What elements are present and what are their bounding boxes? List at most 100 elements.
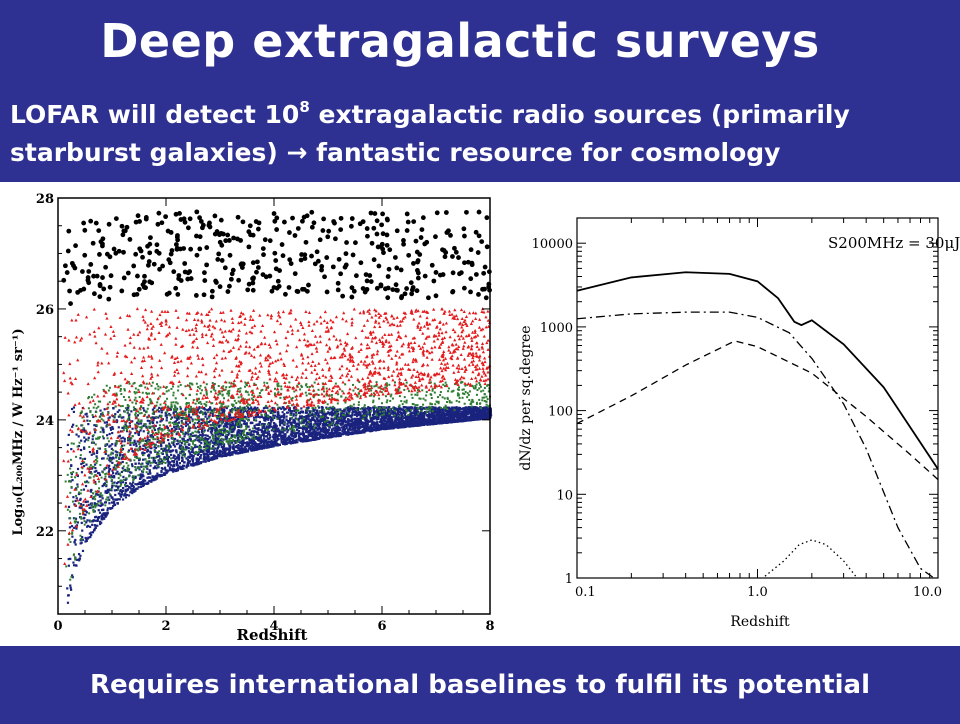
scatter-point-blue (357, 413, 360, 417)
scatter-point-blue (110, 501, 114, 504)
scatter-point-blue (293, 410, 296, 413)
scatter-point-blue (359, 421, 362, 424)
scatter-point-blue (95, 451, 99, 455)
scatter-point-blue (265, 445, 268, 448)
scatter-point-blue (69, 557, 72, 560)
scatter-point-blue (280, 419, 283, 422)
scatter-point-blue (122, 426, 125, 429)
subtitle-line1-post: extragalactic radio sources (primarily (309, 100, 850, 129)
scatter-point-blue (335, 416, 338, 419)
scatter-point-blue (228, 446, 231, 450)
scatter-point-blue (468, 410, 471, 413)
scatter-point-blue (137, 433, 140, 436)
scatter-point-blue (404, 423, 408, 426)
scatter-point-blue (360, 423, 364, 426)
scatter-point-blue (199, 455, 202, 459)
scatter-point-blue (370, 420, 374, 423)
scatter-point-blue (146, 438, 149, 441)
scatter-point-blue (103, 513, 106, 517)
scatter-point-blue (253, 418, 256, 422)
scatter-point-blue (237, 429, 240, 432)
scatter-point-blue (220, 453, 223, 456)
scatter-point-blue (483, 415, 486, 419)
scatter-point-blue (214, 434, 217, 437)
scatter-point-blue (67, 505, 71, 508)
scatter-point-blue (98, 473, 102, 477)
scatter-point-blue (71, 535, 74, 538)
scatter-point-blue (186, 423, 189, 426)
scatter-point-blue (123, 440, 126, 443)
scatter-point-blue (245, 442, 248, 446)
scatter-point-blue (121, 454, 124, 457)
scatter-point-blue (120, 437, 123, 440)
scatter-point-blue (200, 430, 204, 433)
scatter-point-blue (160, 459, 164, 463)
scatter-point-blue (485, 409, 488, 412)
scatter-point-blue (456, 412, 460, 415)
scatter-point-blue (118, 457, 121, 460)
scatter-point-blue (397, 417, 400, 420)
scatter-point-blue (168, 455, 171, 459)
scatter-point-blue (109, 506, 112, 510)
scatter-point-blue (222, 425, 225, 428)
scatter-point-blue (71, 425, 74, 428)
scatter-point-blue (424, 411, 427, 414)
scatter-point-blue (279, 418, 282, 421)
scatter-point-blue (392, 421, 396, 424)
scatter-point-blue (394, 418, 397, 421)
scatter-point-blue (160, 411, 163, 414)
scatter-point-blue (214, 437, 217, 441)
scatter-point-blue (107, 470, 110, 474)
scatter-point-blue (243, 448, 246, 452)
scatter-point-blue (97, 500, 100, 503)
scatter-point-blue (146, 482, 149, 485)
scatter-point-blue (175, 460, 179, 463)
scatter-point-blue (195, 458, 198, 461)
scatter-point-blue (141, 484, 144, 488)
scatter-point-blue (185, 466, 188, 469)
scatter-point-blue (334, 422, 337, 425)
scatter-point-blue (414, 408, 417, 411)
scatter-point-blue (236, 452, 240, 455)
scatter-point-blue (351, 426, 354, 429)
scatter-point-blue (221, 445, 224, 448)
scatter-point-blue (272, 445, 275, 448)
scatter-point-blue (287, 425, 290, 428)
scatter-point-blue (74, 543, 77, 546)
scatter-point-blue (308, 411, 312, 414)
scatter-point-blue (104, 512, 107, 515)
scatter-point-blue (300, 415, 303, 418)
scatter-point-blue (372, 411, 376, 414)
scatter-point-blue (332, 427, 335, 430)
scatter-point-blue (403, 421, 406, 425)
scatter-point-blue (96, 518, 99, 521)
scatter-point-blue (411, 421, 414, 424)
scatter-point-blue (104, 466, 108, 470)
scatter-point-blue (331, 414, 334, 417)
scatter-point-blue (404, 421, 408, 425)
scatter-point-blue (305, 407, 309, 410)
scatter-point-blue (285, 427, 288, 430)
scatter-point-blue (184, 433, 187, 436)
scatter-point-blue (348, 410, 351, 413)
scatter-point-blue (100, 457, 104, 460)
scatter-point-blue (71, 574, 74, 577)
scatter-point-blue (104, 501, 108, 504)
scatter-point-blue (244, 445, 247, 448)
scatter-point-blue (390, 412, 393, 415)
scatter-point-blue (412, 415, 415, 418)
scatter-point-blue (161, 452, 164, 455)
scatter-point-blue (421, 414, 425, 417)
scatter-point-blue (147, 472, 150, 475)
scatter-point-blue (185, 422, 188, 425)
scatter-point-blue (308, 419, 311, 422)
scatter-point-blue (189, 433, 193, 436)
scatter-point-blue (418, 422, 421, 425)
scatter-point-blue (270, 417, 274, 420)
scatter-point-blue (172, 412, 175, 415)
scatter-point-blue (182, 467, 185, 470)
scatter-point-blue (417, 424, 420, 427)
scatter-point-blue (431, 419, 434, 422)
scatter-point-blue (382, 427, 385, 431)
scatter-point-blue (131, 427, 134, 430)
